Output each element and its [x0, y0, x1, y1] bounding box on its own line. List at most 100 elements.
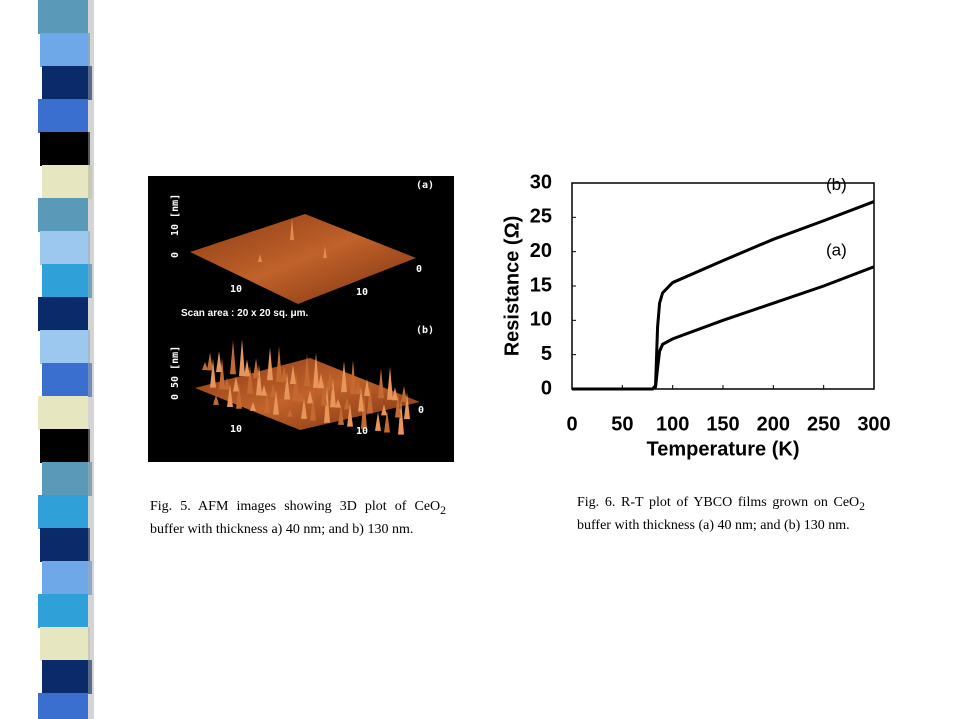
stripe-block — [38, 99, 88, 133]
afm-peak — [381, 404, 387, 416]
afm-peak — [293, 371, 299, 402]
afm-peak — [281, 366, 287, 383]
stripe-block — [42, 660, 92, 694]
afm-peak — [236, 382, 242, 409]
caption-text: buffer with thickness (a) 40 nm; and (b)… — [577, 517, 850, 533]
stripe-block — [38, 0, 88, 34]
y-tick-label: 20 — [530, 240, 552, 262]
afm-peak — [398, 399, 404, 435]
plot-frame — [571, 182, 875, 390]
stripe-block — [38, 396, 88, 430]
x-tick-label: 50 — [611, 413, 633, 435]
afm-peak — [256, 364, 262, 396]
afm-peak — [375, 411, 381, 431]
caption-text: Fig. 6. R-T plot of YBCO films grown on … — [577, 495, 860, 510]
afm-peak — [261, 384, 267, 396]
series-label: (a) — [826, 240, 847, 259]
stripe-block — [42, 363, 92, 397]
x-tick-label: 150 — [706, 413, 739, 435]
afm-peak — [298, 391, 304, 402]
x-tick-label: 200 — [757, 413, 790, 435]
afm-peak — [244, 359, 250, 377]
y-tick-label: 5 — [541, 343, 552, 365]
afm-label: 0 — [418, 405, 424, 416]
afm-label: 10 — [356, 287, 368, 298]
afm-peaks — [202, 218, 410, 435]
afm-peak — [324, 385, 330, 423]
y-tick-label: 10 — [530, 309, 552, 331]
afm-peak — [290, 218, 294, 240]
afm-peak — [301, 397, 307, 419]
stripe-block — [40, 627, 90, 661]
stripe-block — [42, 462, 92, 496]
caption-text: buffer with thickness a) 40 nm; and b) 1… — [150, 521, 414, 537]
afm-peak — [347, 403, 353, 427]
afm-peak — [258, 254, 262, 262]
afm-peak — [213, 394, 219, 405]
afm-peak — [321, 379, 327, 406]
afm-peak — [227, 384, 233, 407]
afm-peak — [395, 393, 401, 418]
stripe-block — [40, 33, 90, 67]
afm-peak — [233, 376, 239, 392]
x-tick-label: 0 — [566, 413, 577, 435]
afm-peak — [264, 390, 270, 413]
afm-peak — [401, 385, 407, 402]
afm-peak — [361, 392, 367, 429]
caption-text: Fig. 5. AFM images showing 3D plot of Ce… — [150, 499, 441, 514]
afm-peak — [404, 392, 410, 420]
afm-peak — [323, 246, 327, 258]
afm-peak — [313, 352, 319, 388]
afm-peak — [267, 347, 273, 381]
afm-peak — [287, 408, 293, 417]
afm-peak — [364, 378, 370, 396]
afm-peak — [327, 372, 333, 390]
afm-peak — [253, 358, 259, 379]
afm-peak — [224, 377, 230, 390]
stripe-block — [38, 693, 88, 719]
x-tick-label: 300 — [857, 413, 890, 435]
stripe-block — [38, 495, 88, 529]
afm-peak — [290, 365, 296, 385]
afm-peak — [310, 396, 316, 421]
afm-peak — [210, 358, 216, 388]
x-axis-label: Temperature (K) — [647, 438, 800, 460]
x-tick-label: 250 — [807, 413, 840, 435]
afm-peak — [247, 365, 253, 394]
series-line — [572, 265, 875, 391]
stripe-block — [40, 231, 90, 265]
stripe-block — [40, 429, 90, 463]
afm-peak — [202, 362, 208, 370]
stripe-block — [42, 66, 92, 100]
caption: Fig. 5. AFM images showing 3D plot of Ce… — [150, 497, 446, 539]
afm-peak — [330, 378, 336, 408]
afm-peak — [344, 397, 350, 410]
afm-peak — [270, 383, 276, 398]
afm-surface-a — [190, 214, 416, 304]
caption-text: 2 — [859, 499, 865, 513]
afm-peak — [341, 361, 347, 393]
afm-peak — [284, 372, 290, 400]
y-axis-label: Resistance (Ω) — [501, 216, 523, 357]
afm-peak — [230, 340, 236, 375]
stripe-block — [42, 165, 92, 199]
afm-peak — [219, 357, 225, 390]
afm-peak — [387, 366, 393, 400]
x-tick-label: 100 — [656, 413, 689, 435]
stripe-block — [38, 594, 88, 628]
caption: Fig. 6. R-T plot of YBCO films grown on … — [577, 493, 865, 535]
afm-peak — [335, 398, 341, 408]
afm-label: 10 — [230, 424, 242, 435]
afm-label: 0 50 [nm] — [170, 346, 181, 400]
afm-peak — [216, 351, 222, 373]
afm-peak — [392, 387, 398, 401]
stripe-shadow — [88, 0, 94, 719]
afm-label: 10 — [230, 284, 242, 295]
y-tick-label: 0 — [541, 377, 552, 399]
series-line — [572, 200, 875, 391]
afm-label: 0 — [416, 264, 422, 275]
afm-peak — [378, 368, 384, 399]
y-tick-label: 15 — [530, 274, 552, 296]
afm-peak — [307, 390, 313, 404]
